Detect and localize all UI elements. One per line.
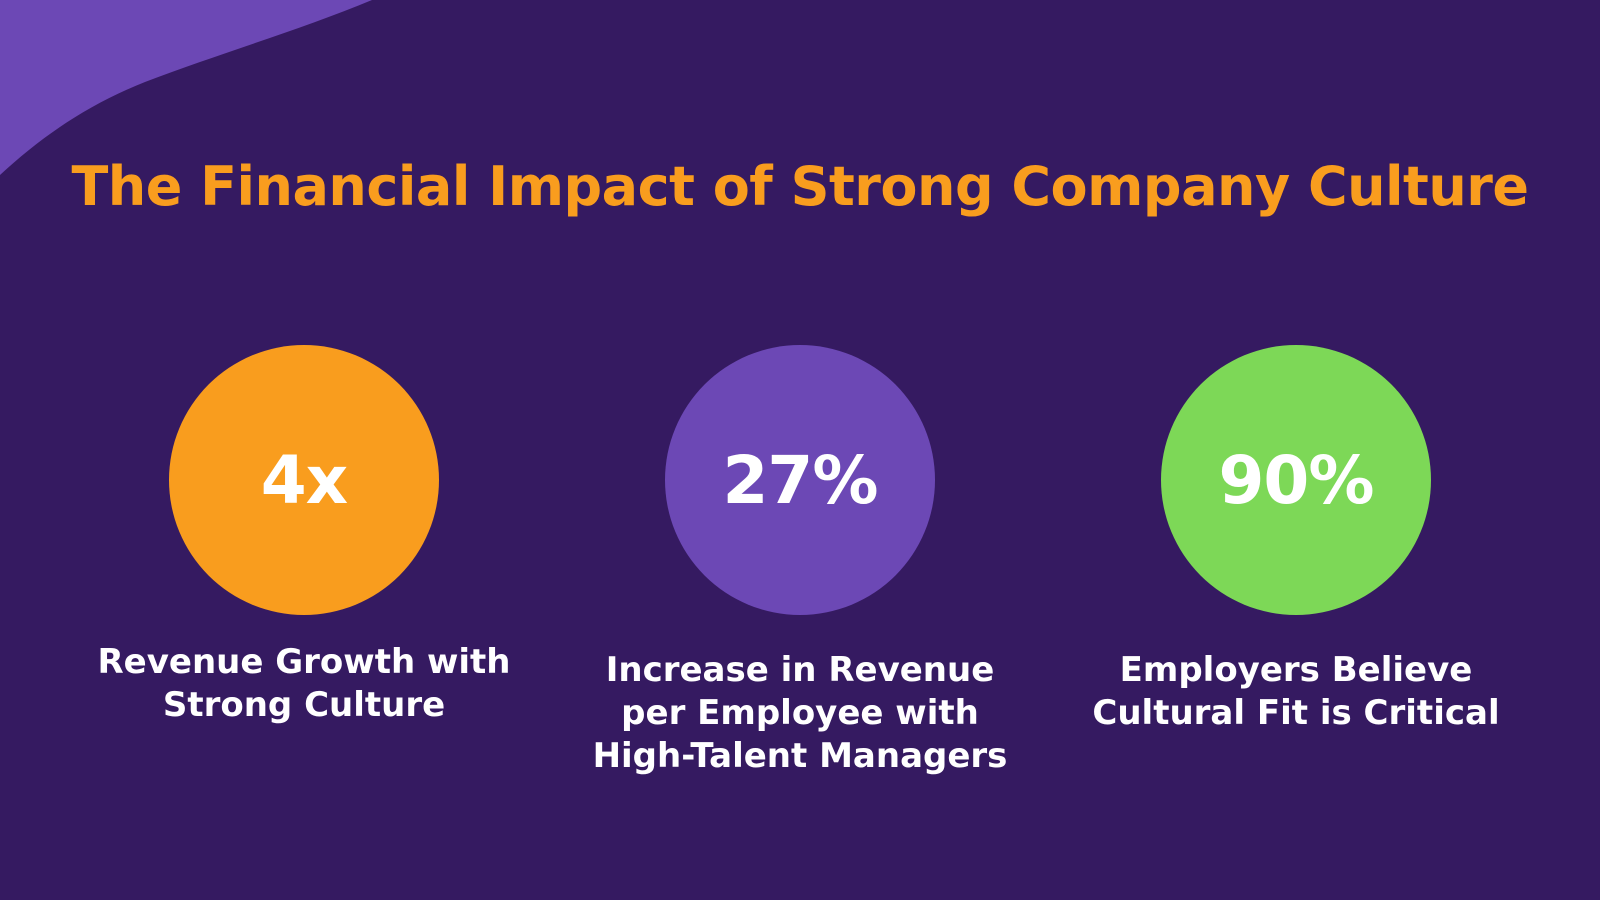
stat-caption: Increase in Revenue per Employee with Hi…: [592, 650, 1008, 776]
corner-swoosh-decoration: [0, 0, 372, 175]
stat-cultural-fit: 90% Employers Believe Cultural Fit is Cr…: [1066, 345, 1526, 735]
stat-caption: Employers Believe Cultural Fit is Critic…: [1092, 650, 1500, 733]
stat-value: 4x: [260, 441, 348, 519]
stat-value: 27%: [722, 441, 879, 519]
stat-circle: 90%: [1161, 345, 1431, 615]
page-title: The Financial Impact of Strong Company C…: [71, 155, 1529, 218]
stat-caption: Revenue Growth with Strong Culture: [97, 642, 511, 725]
corner-swoosh-shape: [0, 0, 372, 175]
stat-circle: 4x: [169, 345, 439, 615]
stat-circle: 27%: [665, 345, 935, 615]
stat-value: 90%: [1218, 441, 1375, 519]
stat-revenue-growth: 4x Revenue Growth with Strong Culture: [74, 345, 534, 727]
stat-revenue-per-employee: 27% Increase in Revenue per Employee wit…: [570, 345, 1030, 778]
